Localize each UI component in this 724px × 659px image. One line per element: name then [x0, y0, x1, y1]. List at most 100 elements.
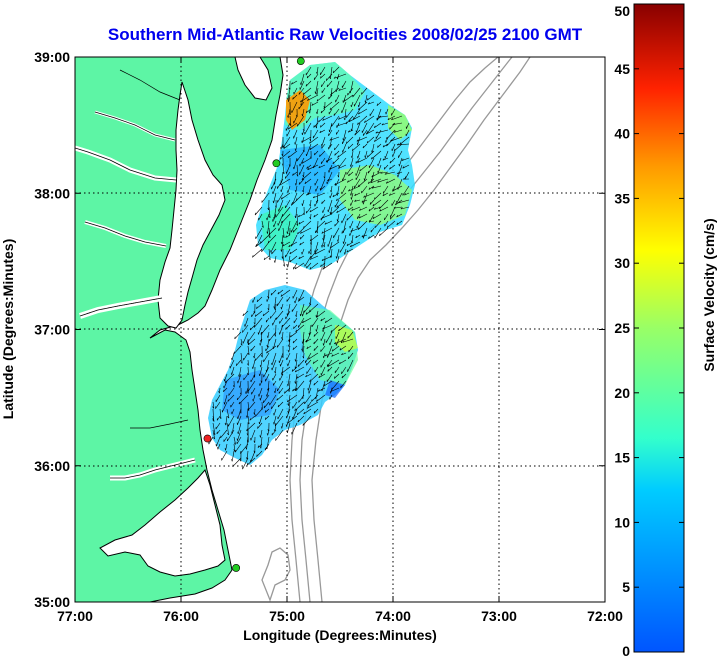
velocity-arrow: [287, 422, 291, 433]
velocity-arrow: [272, 373, 277, 381]
velocity-arrow: [302, 387, 305, 399]
velocity-arrow: [292, 227, 298, 233]
velocity-arrow-head: [345, 141, 348, 144]
velocity-arrow: [258, 324, 263, 335]
velocity-arrow-head: [281, 371, 283, 374]
velocity-arrow: [354, 192, 361, 196]
velocity-arrow-head: [336, 260, 338, 263]
velocity-arrow: [301, 157, 312, 164]
velocity-arrow: [310, 248, 319, 259]
velocity-arrow: [268, 227, 277, 236]
velocity-arrow-head: [368, 236, 370, 239]
velocity-arrow: [292, 408, 298, 420]
velocity-arrow: [345, 115, 354, 125]
velocity-arrow: [347, 206, 354, 211]
velocity-arrow: [303, 345, 305, 353]
velocity-arrow: [273, 415, 277, 425]
velocity-arrow-head: [245, 447, 247, 450]
velocity-arrow-head: [376, 117, 378, 121]
velocity-arrow: [306, 115, 312, 124]
velocity-arrow: [400, 206, 410, 210]
velocity-arrow-head: [314, 91, 316, 94]
velocity-arrow-head: [382, 193, 385, 196]
velocity-arrow-head: [247, 342, 250, 346]
velocity-arrow-head: [309, 216, 311, 220]
velocity-arrow: [308, 387, 312, 394]
velocity-arrow-head: [333, 76, 336, 79]
velocity-arrow: [379, 227, 389, 237]
velocity-arrow: [237, 415, 242, 425]
velocity-arrow-head: [302, 190, 304, 193]
velocity-arrow-head: [286, 265, 289, 268]
velocity-arrow: [224, 394, 228, 405]
velocity-arrow: [316, 394, 326, 402]
velocity-arrow: [316, 324, 319, 332]
velocity-arrow: [384, 213, 389, 221]
velocity-arrow: [236, 394, 242, 401]
velocity-arrow: [386, 136, 396, 147]
velocity-arrow: [394, 143, 403, 152]
velocity-arrow: [293, 262, 298, 270]
velocity-arrow: [285, 310, 291, 320]
velocity-arrow: [392, 150, 396, 157]
velocity-arrow: [252, 248, 263, 258]
velocity-arrow: [283, 143, 291, 149]
velocity-arrow: [292, 387, 298, 392]
velocity-arrow-head: [295, 314, 297, 317]
velocity-arrow: [265, 373, 270, 382]
velocity-arrow: [306, 206, 312, 214]
velocity-arrow: [263, 394, 270, 403]
velocity-arrow: [280, 143, 284, 150]
colorbar-tick-label: 10: [614, 514, 630, 530]
velocity-arrow: [344, 248, 347, 255]
velocity-arrow: [297, 227, 305, 235]
velocity-arrow: [243, 373, 249, 381]
y-tick-label: 36:00: [34, 458, 70, 474]
velocity-arrow: [288, 122, 298, 130]
velocity-arrow-head: [300, 82, 302, 85]
velocity-arrow-head: [369, 202, 371, 205]
velocity-arrow-head: [266, 345, 268, 348]
velocity-arrow: [302, 129, 305, 136]
velocity-arrow: [276, 394, 284, 401]
velocity-arrow-head: [394, 148, 396, 151]
velocity-arrow: [280, 289, 291, 297]
velocity-arrow-head: [327, 179, 329, 182]
velocity-arrow: [322, 206, 326, 213]
velocity-arrow: [252, 359, 256, 369]
velocity-arrow: [293, 324, 298, 329]
velocity-arrow-head: [321, 245, 323, 248]
velocity-arrow-head: [245, 415, 248, 418]
velocity-arrow: [390, 206, 396, 218]
velocity-arrow: [351, 101, 354, 108]
velocity-arrow: [240, 443, 249, 454]
velocity-arrow: [246, 436, 249, 450]
velocity-arrow-head: [305, 340, 307, 343]
velocity-arrow: [259, 366, 263, 376]
velocity-arrow: [242, 331, 249, 344]
velocity-arrow-head: [301, 314, 303, 317]
chesapeake-bay: [157, 81, 226, 329]
velocity-arrow-head: [258, 373, 260, 376]
velocity-arrow: [261, 241, 270, 252]
velocity-arrow: [208, 436, 214, 445]
colorbar-tick-label: 15: [614, 450, 630, 466]
velocity-arrow: [325, 73, 333, 81]
velocity-arrow: [336, 192, 347, 202]
velocity-arrow: [321, 136, 326, 147]
velocity-arrow: [332, 345, 340, 352]
velocity-arrow-head: [391, 118, 394, 121]
velocity-arrow: [330, 206, 340, 215]
velocity-arrow-head: [237, 431, 239, 434]
velocity-arrow: [330, 241, 340, 249]
velocity-arrow: [387, 220, 396, 228]
velocity-arrow: [341, 331, 347, 344]
velocity-arrow-head: [267, 207, 269, 211]
velocity-arrow-head: [234, 336, 236, 339]
velocity-arrow: [349, 227, 354, 236]
velocity-arrow: [346, 108, 354, 118]
velocity-arrow-head: [260, 407, 263, 410]
velocity-arrow: [272, 185, 277, 195]
velocity-arrow-head: [321, 216, 324, 219]
velocity-arrow-head: [359, 208, 361, 211]
